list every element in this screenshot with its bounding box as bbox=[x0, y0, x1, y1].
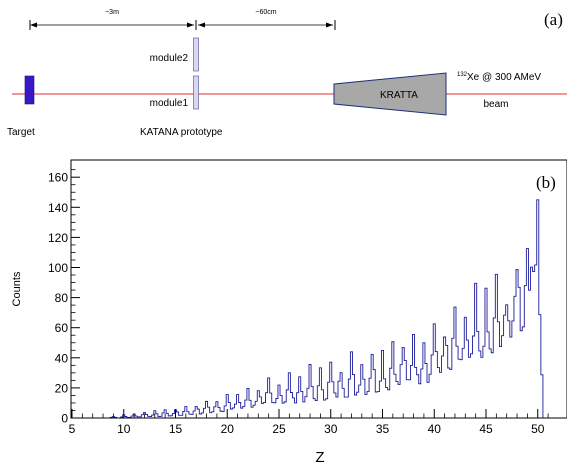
histogram-chart: 5 10 15 20 25 30 35 40 45 50 0 20 40 60 80 100 120 140 16… bbox=[11, 160, 567, 466]
y-tick-label: 140 bbox=[48, 201, 68, 215]
panel-label-b: (b) bbox=[536, 173, 556, 192]
x-tick-label: 45 bbox=[479, 422, 493, 436]
y-tick-label: 160 bbox=[48, 171, 68, 185]
katana-module1 bbox=[194, 76, 199, 109]
beam-description: 132Xe @ 300 AMeV bbox=[457, 72, 541, 83]
katana-label: KATANA prototype bbox=[140, 127, 223, 138]
histogram-series bbox=[108, 200, 567, 418]
panel-label-a: (a) bbox=[544, 10, 563, 29]
y-tick-label: 80 bbox=[55, 291, 69, 305]
setup-schematic: ~3m ~60cm (a) Target module2 module1 KAT… bbox=[7, 9, 567, 138]
beam-text: Xe @ 300 AMeV bbox=[467, 72, 541, 83]
y-tick-label: 0 bbox=[61, 412, 68, 426]
x-tick-label: 25 bbox=[272, 422, 286, 436]
x-tick-labels: 5 10 15 20 25 30 35 40 45 50 bbox=[69, 422, 545, 436]
module1-label: module1 bbox=[150, 98, 189, 109]
y-tick-label: 60 bbox=[55, 321, 69, 335]
x-axis-label: Z bbox=[315, 449, 324, 466]
beam-label: beam bbox=[483, 99, 508, 110]
dimension-arrow-left bbox=[30, 20, 196, 30]
y-tick-label: 120 bbox=[48, 231, 68, 245]
module2-label: module2 bbox=[150, 53, 189, 64]
x-tick-label: 10 bbox=[117, 422, 131, 436]
dimension-label-right: ~60cm bbox=[255, 9, 276, 16]
katana-module2 bbox=[194, 38, 199, 71]
y-tick-label: 20 bbox=[55, 381, 69, 395]
target-block bbox=[25, 76, 34, 104]
x-tick-label: 40 bbox=[428, 422, 442, 436]
x-tick-label: 30 bbox=[324, 422, 338, 436]
kratta-label: KRATTA bbox=[380, 90, 418, 101]
dimension-arrow-right bbox=[198, 20, 335, 30]
x-tick-label: 5 bbox=[69, 422, 76, 436]
target-label: Target bbox=[7, 127, 35, 138]
x-tick-label: 15 bbox=[169, 422, 183, 436]
x-tick-label: 50 bbox=[531, 422, 545, 436]
y-tick-label: 100 bbox=[48, 261, 68, 275]
x-tick-label: 20 bbox=[221, 422, 235, 436]
x-tick-label: 35 bbox=[376, 422, 390, 436]
y-tick-label: 40 bbox=[55, 351, 69, 365]
y-axis-label: Counts bbox=[11, 271, 23, 306]
y-tick-labels: 0 20 40 60 80 100 120 140 160 bbox=[48, 171, 68, 426]
dimension-label-left: ~3m bbox=[105, 9, 119, 16]
